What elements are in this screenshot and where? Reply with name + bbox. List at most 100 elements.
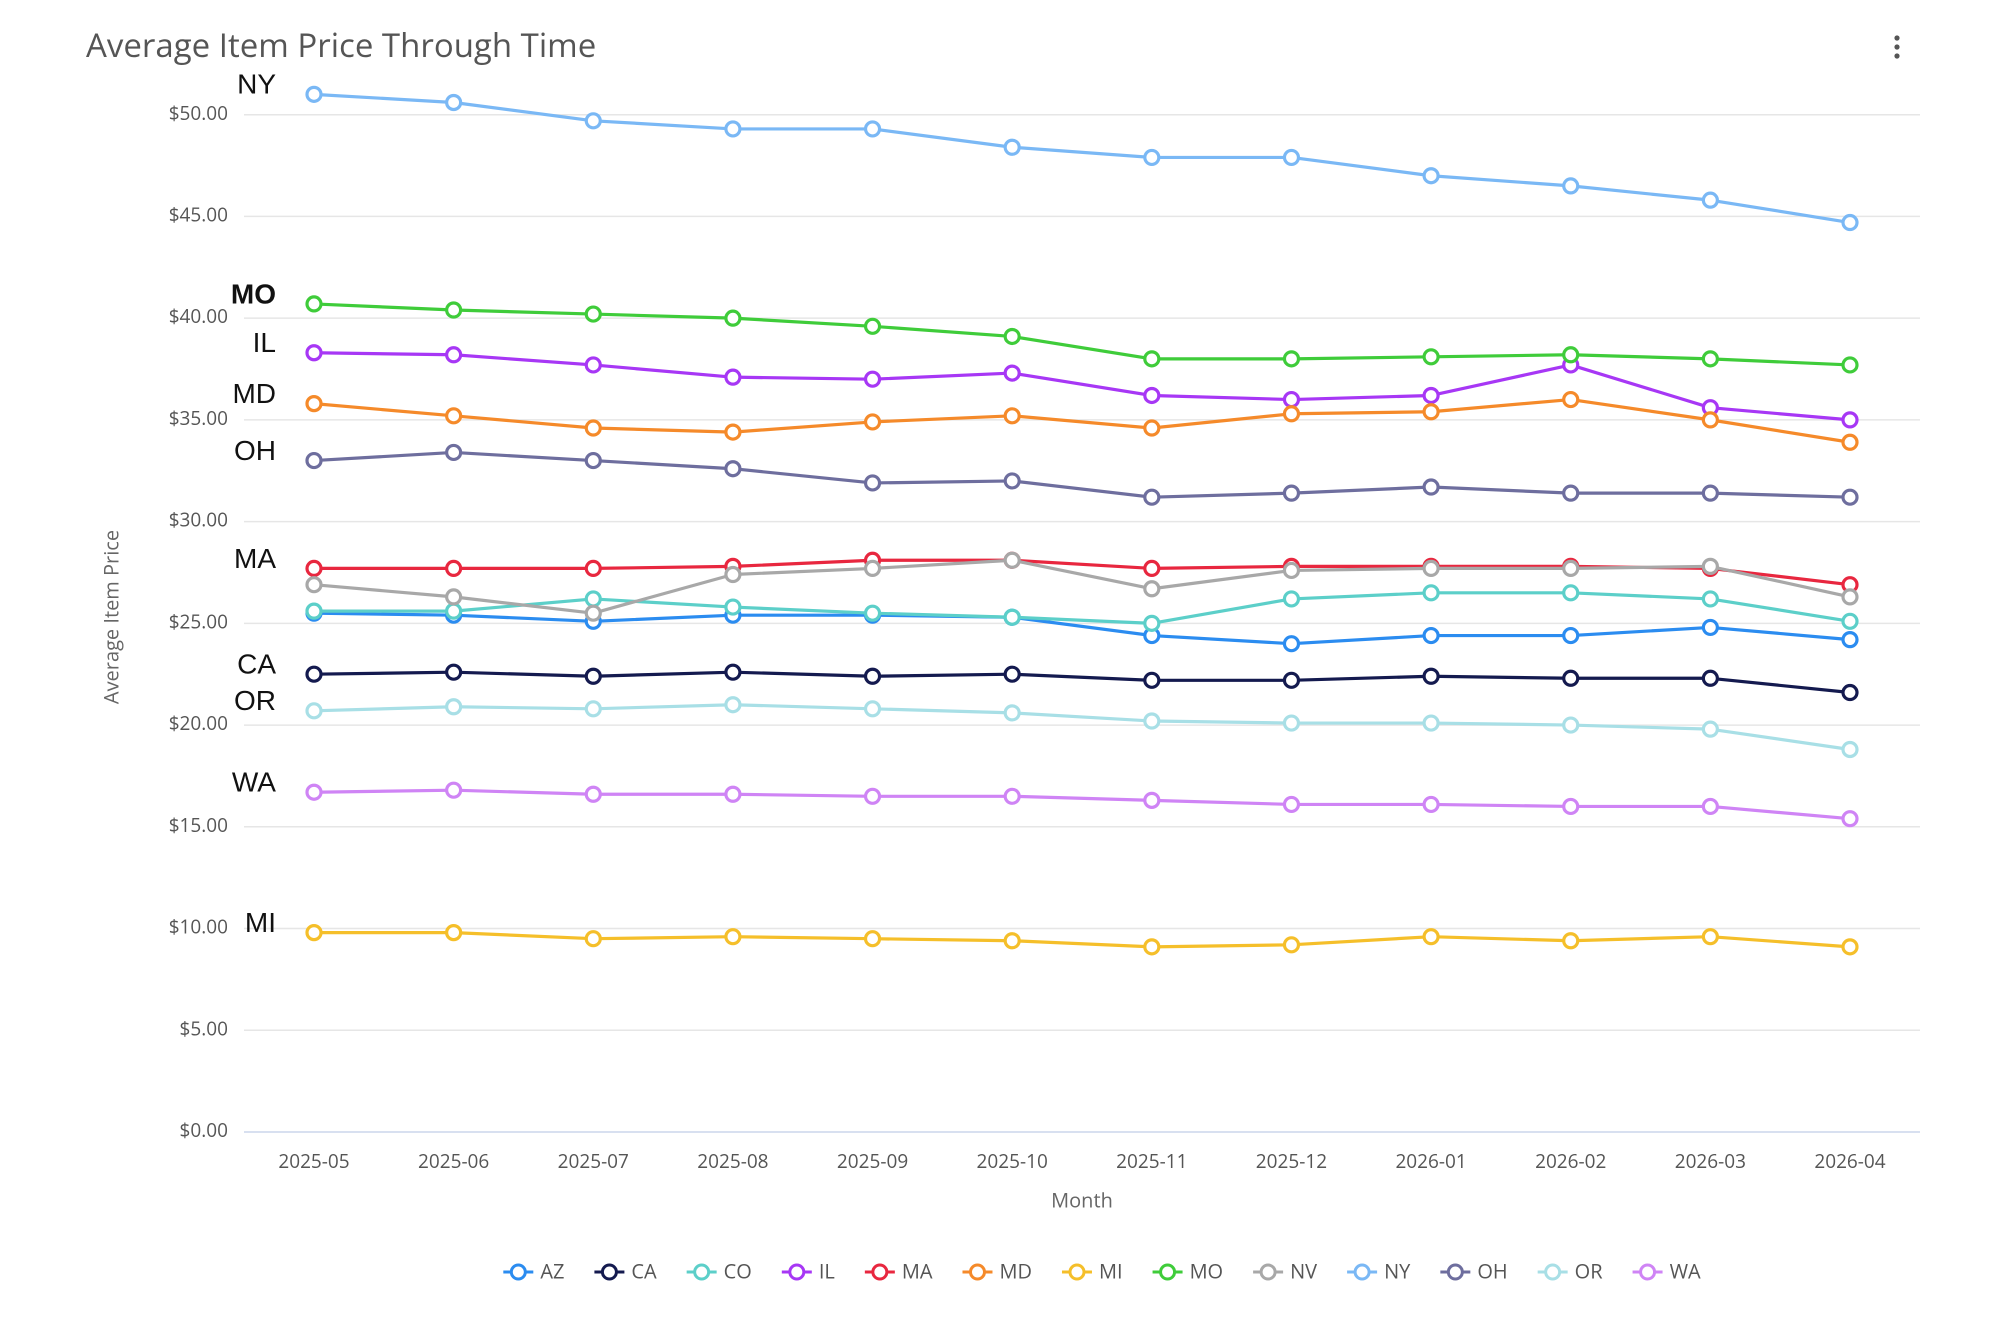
data-point (1003, 704, 1021, 722)
data-point (305, 602, 323, 620)
legend-item[interactable]: CO (686, 1257, 752, 1284)
series (305, 443, 1859, 506)
data-point (863, 787, 882, 805)
series-annotation: MD (232, 378, 276, 409)
data-point (1143, 791, 1161, 809)
legend-item[interactable]: NV (1253, 1257, 1317, 1284)
data-point (1422, 667, 1440, 685)
legend-item[interactable]: MD (962, 1257, 1032, 1284)
data-point (724, 460, 742, 478)
x-tick-label: 2026-02 (1535, 1148, 1606, 1174)
data-point (305, 576, 323, 594)
legend-marker (1353, 1263, 1371, 1281)
data-point (445, 663, 463, 681)
data-point (1841, 213, 1859, 232)
series-annotation: WA (232, 767, 276, 798)
legend-item[interactable]: CA (594, 1257, 657, 1284)
data-point (445, 443, 463, 462)
data-point (1562, 390, 1580, 409)
x-tick-label: 2026-01 (1395, 1148, 1466, 1174)
data-point (1701, 484, 1719, 502)
data-point (584, 700, 602, 718)
data-point (445, 698, 463, 716)
legend-label: CO (724, 1257, 752, 1284)
legend-marker (968, 1263, 986, 1281)
data-point (1701, 720, 1719, 738)
legend-item[interactable]: IL (781, 1257, 835, 1284)
data-point (1143, 938, 1161, 956)
series-line (313, 558, 1851, 615)
legend-item[interactable]: WA (1632, 1257, 1701, 1284)
data-point (1143, 559, 1161, 578)
data-point (584, 930, 602, 948)
data-point (1003, 551, 1021, 569)
data-point (1422, 167, 1440, 185)
data-point (1841, 612, 1859, 630)
data-point (1562, 716, 1580, 734)
legend-item[interactable]: OR (1537, 1257, 1604, 1284)
x-tick-label: 2025-06 (418, 1148, 489, 1174)
series-line (314, 558, 1851, 587)
series-line (313, 450, 1851, 499)
legend-item[interactable]: AZ (503, 1257, 564, 1284)
data-point (1143, 488, 1161, 506)
series (305, 924, 1859, 956)
data-point (445, 407, 463, 425)
data-point (445, 924, 463, 942)
data-point (445, 602, 463, 620)
data-point (1003, 665, 1021, 683)
legend-item[interactable]: OH (1440, 1257, 1508, 1284)
series-line (313, 92, 1851, 225)
data-point (1143, 148, 1161, 167)
legend-item[interactable]: NY (1347, 1257, 1411, 1284)
data-point (863, 604, 882, 622)
data-point (863, 120, 882, 138)
series-line (314, 931, 1851, 949)
legend-marker (871, 1263, 889, 1281)
series-line (314, 591, 1851, 625)
series-annotation: IL (253, 327, 276, 358)
series (305, 390, 1859, 451)
legend-marker (693, 1263, 711, 1281)
legend-marker (1159, 1263, 1177, 1281)
series (305, 551, 1859, 622)
menu-button[interactable] (1894, 35, 1900, 59)
y-tick-label: $40.00 (169, 303, 228, 329)
data-point (445, 93, 463, 112)
series (305, 85, 1859, 232)
data-point (1701, 618, 1719, 637)
data-point (305, 344, 323, 362)
data-point (584, 305, 602, 323)
data-point (724, 120, 742, 138)
data-point (1841, 938, 1859, 956)
legend-label: IL (819, 1257, 835, 1284)
series (305, 663, 1859, 702)
data-point (1562, 932, 1580, 950)
data-point (305, 559, 323, 578)
series-annotation: MA (234, 543, 276, 574)
data-point (1422, 403, 1440, 421)
data-point (1143, 671, 1161, 689)
data-point (584, 451, 602, 470)
y-tick-label: $25.00 (169, 608, 228, 634)
data-point (584, 667, 602, 685)
legend-label: MD (999, 1257, 1032, 1284)
legend-item[interactable]: MI (1061, 1257, 1123, 1284)
legend-item[interactable]: MA (864, 1257, 933, 1284)
data-point (1841, 433, 1859, 451)
x-tick-label: 2025-08 (697, 1148, 768, 1174)
data-point (863, 559, 882, 578)
data-point (305, 451, 323, 470)
data-point (1562, 484, 1580, 502)
legend-item[interactable]: MO (1152, 1257, 1224, 1284)
data-point (1282, 671, 1301, 689)
data-point (1143, 712, 1161, 730)
x-tick-label: 2025-09 (837, 1148, 908, 1174)
legend-label: MO (1190, 1257, 1224, 1284)
data-point (1422, 795, 1440, 814)
series-line (313, 788, 1851, 821)
data-point (584, 590, 602, 608)
data-point (1422, 584, 1440, 602)
series (305, 604, 1859, 653)
x-axis-title: Month (1051, 1186, 1113, 1213)
